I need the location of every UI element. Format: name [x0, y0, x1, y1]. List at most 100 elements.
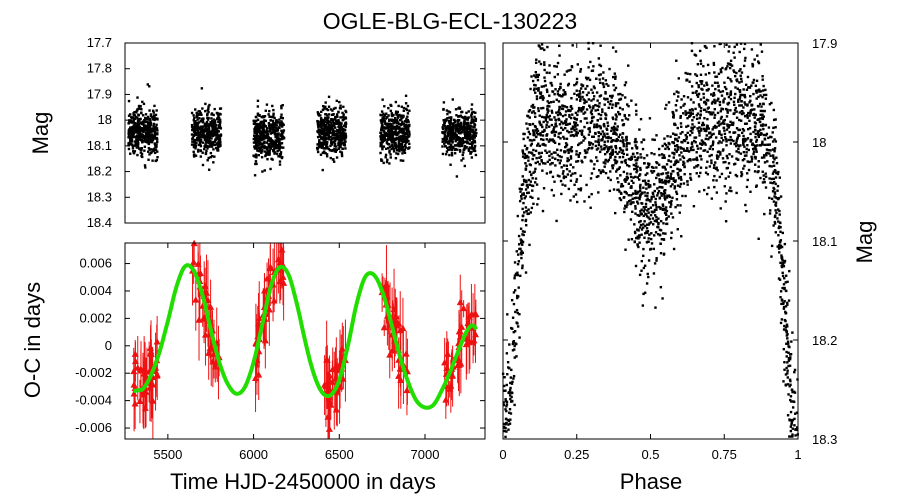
- ph-point: [550, 118, 553, 121]
- lc-point: [341, 130, 345, 134]
- ph-point: [750, 160, 753, 163]
- ph-point: [639, 168, 642, 172]
- ph-point: [519, 241, 523, 245]
- ph-point: [625, 175, 629, 179]
- ph-point: [749, 140, 752, 143]
- ph-point: [570, 65, 574, 69]
- ph-point: [566, 159, 569, 163]
- lc-point: [320, 125, 323, 128]
- oc-point: [205, 349, 213, 356]
- lc-point: [344, 122, 348, 125]
- ph-point: [585, 151, 589, 154]
- lc-point: [333, 144, 336, 148]
- ph-point: [654, 203, 658, 207]
- ph-point: [521, 214, 525, 218]
- ph-point: [508, 422, 512, 425]
- ph-point: [643, 208, 646, 211]
- lc-point: [141, 114, 145, 117]
- ph-point: [520, 250, 523, 253]
- ph-point: [623, 210, 626, 214]
- lc-point: [151, 134, 155, 138]
- ph-point: [712, 61, 716, 65]
- lc-point: [280, 146, 283, 149]
- ph-point: [564, 113, 567, 117]
- ph-point: [681, 155, 684, 158]
- ph-point: [606, 97, 609, 101]
- lc-point: [318, 139, 321, 142]
- oc-ytick-label: -0.006: [75, 420, 112, 435]
- ph-point: [611, 152, 615, 156]
- ph-point: [668, 201, 671, 204]
- lc-point: [198, 117, 201, 120]
- lc-point: [341, 147, 344, 151]
- lc-point: [457, 128, 460, 131]
- ph-point: [513, 403, 516, 407]
- ph-point: [784, 373, 788, 376]
- ph-point: [784, 326, 788, 329]
- ph-point: [686, 124, 690, 128]
- ph-point: [645, 230, 648, 233]
- lc-point: [149, 137, 152, 140]
- ph-point: [705, 129, 708, 133]
- lc-point: [275, 140, 278, 143]
- lc-point: [342, 127, 345, 131]
- ph-point: [764, 88, 767, 92]
- ph-point: [718, 130, 721, 133]
- lc-point: [395, 145, 398, 148]
- ph-point: [635, 109, 638, 113]
- ph-point: [728, 130, 731, 134]
- lc-point: [389, 123, 393, 126]
- lc-point: [215, 111, 219, 115]
- lc-point: [253, 120, 257, 123]
- ph-point: [742, 150, 746, 154]
- ph-point: [540, 123, 543, 127]
- lc-point: [263, 141, 266, 145]
- lc-point: [127, 122, 130, 125]
- ph-point: [567, 151, 570, 154]
- lc-point: [200, 113, 203, 117]
- ph-point: [599, 145, 603, 148]
- lc-point: [135, 135, 139, 138]
- lc-point: [470, 144, 474, 147]
- ph-point: [615, 160, 619, 163]
- ph-point: [540, 138, 543, 141]
- lc-point: [334, 138, 337, 141]
- lc-ytick-label: 18.1: [87, 138, 112, 153]
- ph-point: [655, 257, 658, 260]
- ph-point: [575, 128, 578, 131]
- ph-point: [621, 108, 624, 111]
- ph-point: [724, 177, 727, 180]
- ph-point: [633, 240, 636, 243]
- oc-point: [130, 381, 138, 388]
- ph-point: [676, 204, 679, 207]
- lc-point: [270, 141, 274, 145]
- lc-point: [145, 117, 149, 121]
- ph-point: [698, 49, 702, 53]
- lc-point: [458, 107, 462, 110]
- lc-point: [399, 115, 402, 118]
- ph-point: [582, 135, 586, 138]
- lc-point: [270, 123, 273, 127]
- lc-point: [383, 113, 387, 117]
- lc-point: [271, 104, 274, 108]
- ph-point: [791, 427, 794, 430]
- ph-point: [564, 175, 568, 179]
- lc-point: [330, 128, 334, 131]
- ph-point: [779, 296, 782, 299]
- lc-point: [319, 121, 323, 125]
- lc-point: [404, 137, 408, 140]
- ph-point: [566, 123, 570, 126]
- lc-point: [214, 124, 218, 127]
- ph-point: [509, 386, 512, 390]
- ph-point: [665, 103, 668, 107]
- lc-point: [329, 141, 333, 145]
- ph-point: [574, 82, 578, 86]
- ph-point: [557, 100, 561, 103]
- lc-point: [468, 142, 472, 145]
- lc-point: [149, 140, 152, 143]
- ph-point: [738, 118, 741, 122]
- lc-point: [331, 120, 335, 123]
- lc-point: [204, 134, 207, 137]
- ph-point: [761, 140, 764, 143]
- ph-point: [736, 136, 740, 139]
